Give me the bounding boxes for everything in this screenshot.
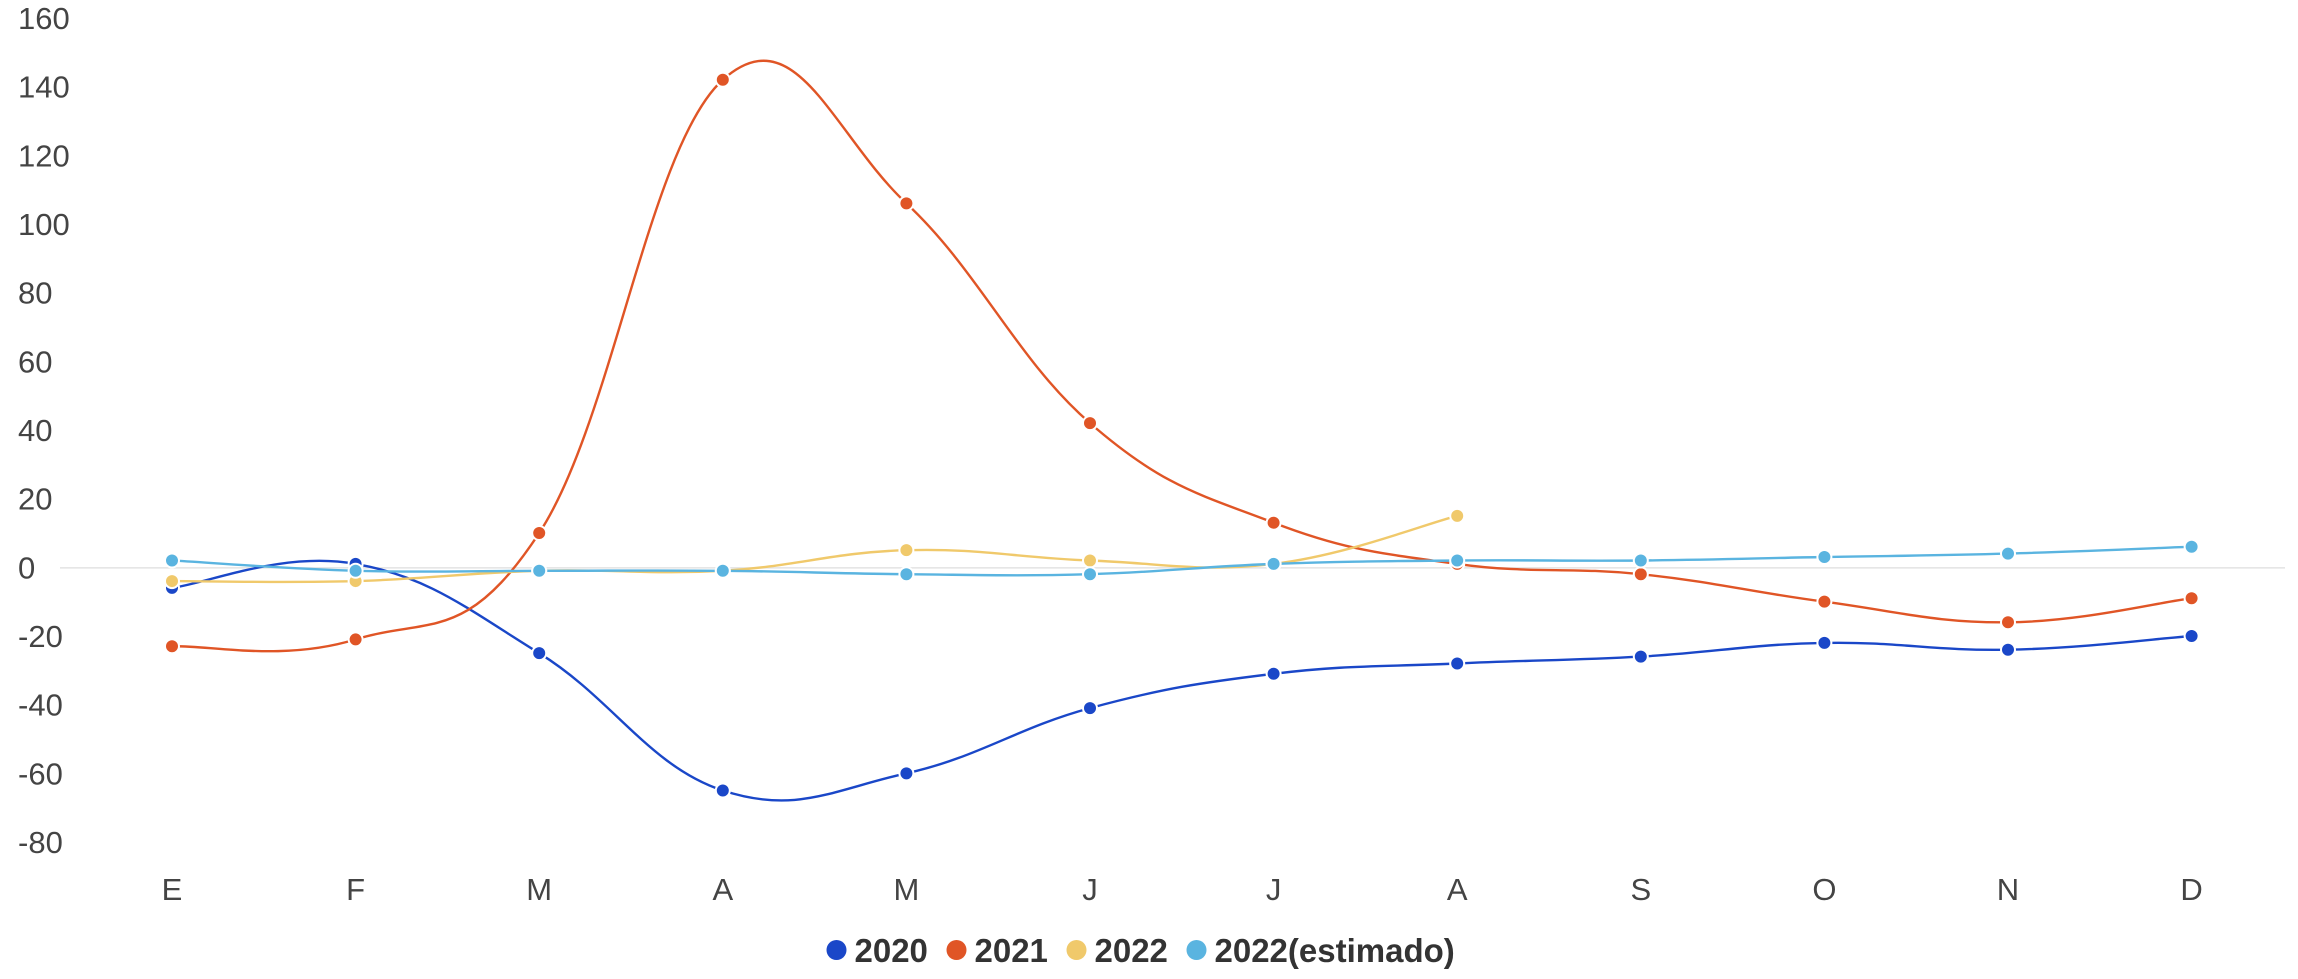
legend-label: 2021 [975, 932, 1048, 969]
x-tick-label: M [526, 872, 552, 907]
series-line-2020 [171, 559, 2192, 802]
series-line-2022(estimado) [171, 545, 2192, 577]
legend: 2020 2021 2022 2022(estimado) [826, 932, 1455, 969]
legend-label: 2022(estimado) [1215, 932, 1455, 969]
data-point [714, 71, 731, 88]
data-point [1449, 655, 1466, 672]
data-point [1265, 665, 1282, 682]
data-point [1082, 700, 1098, 717]
data-point [531, 562, 548, 579]
data-point [1449, 507, 1466, 524]
y-tick-label: -80 [18, 825, 63, 860]
y-tick-label: -20 [18, 619, 63, 654]
legend-item: 2020 [826, 932, 928, 969]
data-point [1082, 552, 1098, 569]
data-point [898, 765, 915, 782]
data-point [2000, 545, 2016, 562]
data-point [2183, 538, 2200, 555]
legend-label: 2020 [855, 932, 928, 969]
y-tick-label: 100 [18, 207, 70, 242]
legend-marker [1066, 940, 1087, 960]
data-point [2000, 614, 2016, 631]
y-tick-label: 20 [18, 482, 52, 517]
data-point [347, 631, 364, 648]
data-point [2183, 590, 2200, 607]
x-tick-label: A [712, 872, 733, 907]
data-point [1632, 566, 1649, 583]
data-point [1816, 634, 1833, 651]
x-tick-label: M [893, 872, 919, 907]
data-point [1082, 566, 1098, 583]
data-point [898, 195, 915, 212]
data-point [898, 542, 915, 559]
x-tick-label: S [1630, 872, 1651, 907]
data-point [2000, 641, 2016, 658]
data-point [1265, 555, 1282, 572]
data-point [1632, 648, 1649, 665]
y-axis: 160 140 120 100 80 60 40 20 0 -20 -40 -60 -80 [18, 1, 2285, 860]
data-point [531, 645, 548, 662]
data-point [714, 782, 731, 799]
data-point [714, 562, 731, 579]
series-line-2022 [171, 514, 1458, 584]
series-line-2021 [171, 59, 2192, 653]
data-point [1449, 552, 1466, 569]
data-point [1632, 552, 1649, 569]
x-tick-label: O [1812, 872, 1836, 907]
x-tick-label: D [2180, 872, 2202, 907]
data-point [164, 573, 180, 590]
y-tick-label: 60 [18, 344, 52, 379]
data-point [898, 566, 915, 583]
legend-marker [1186, 940, 1207, 960]
x-tick-label: J [1082, 872, 1098, 907]
y-tick-label: -60 [18, 756, 63, 791]
data-point [1816, 593, 1833, 610]
x-tick-label: A [1447, 872, 1468, 907]
y-tick-label: 140 [18, 70, 70, 105]
y-tick-label: 160 [18, 1, 70, 36]
legend-marker [826, 940, 847, 960]
data-point [347, 562, 364, 579]
series-points [164, 71, 2200, 799]
series-lines [171, 59, 2192, 802]
y-tick-label: 0 [18, 550, 35, 585]
legend-item: 2022(estimado) [1186, 932, 1455, 969]
x-tick-label: N [1997, 872, 2019, 907]
x-tick-label: E [162, 872, 183, 907]
legend-item: 2022 [1066, 932, 1168, 969]
data-point [1082, 415, 1098, 432]
data-point [1265, 514, 1282, 531]
y-tick-label: -40 [18, 688, 63, 723]
data-point [1816, 549, 1833, 566]
data-point [531, 525, 548, 541]
data-point [2183, 628, 2200, 644]
x-tick-label: J [1266, 872, 1282, 907]
x-tick-label: F [346, 872, 365, 907]
y-tick-label: 40 [18, 413, 52, 448]
legend-marker [946, 940, 967, 960]
data-point [164, 638, 180, 655]
legend-label: 2022 [1095, 932, 1168, 969]
legend-item: 2021 [946, 932, 1048, 969]
data-point [164, 552, 180, 569]
y-tick-label: 80 [18, 276, 52, 311]
y-tick-label: 120 [18, 138, 70, 173]
